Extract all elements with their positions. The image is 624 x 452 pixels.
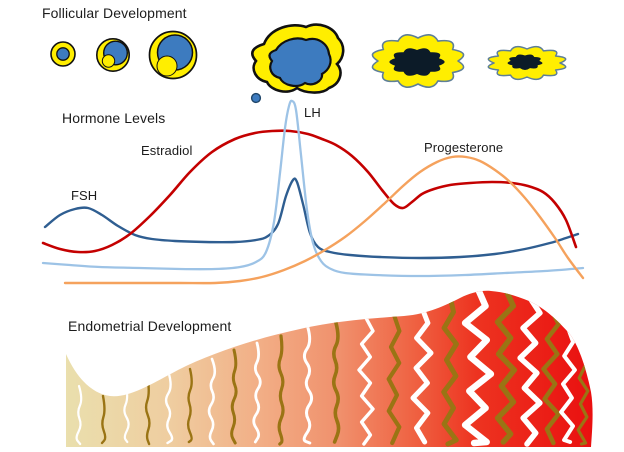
endometrial-vessel-line <box>302 326 314 445</box>
endometrial-gland-line <box>331 321 341 444</box>
fsh-label: FSH <box>71 188 98 203</box>
endometrial-vessel-line <box>357 316 375 446</box>
endometrium-shape <box>66 290 593 447</box>
small-follicle-icon <box>50 41 76 67</box>
endometrial-gland-line <box>186 367 193 444</box>
endometrial-vessel-line <box>410 305 434 445</box>
endometrial-vessel-line <box>164 372 174 445</box>
ovulation-follicle-icon <box>251 23 345 94</box>
mature-follicle-icon <box>148 30 198 80</box>
curve-progesterone <box>63 155 585 285</box>
endometrial-gland-line <box>277 334 285 446</box>
endometrial-gland-line <box>494 290 518 445</box>
endometrial-vessel-line <box>123 383 130 444</box>
endometrial-gland-line <box>230 348 238 445</box>
endometrial-vessel-line <box>559 326 577 444</box>
degenerating-corpus-luteum-icon <box>487 45 567 81</box>
endometrial-vessel-line <box>252 341 262 444</box>
endometrial-gland-line <box>144 378 151 446</box>
growing-follicle-icon <box>96 37 131 73</box>
endometrial-gland-line <box>541 306 561 446</box>
estradiol-label: Estradiol <box>141 143 193 158</box>
follicle-stage-row <box>50 23 567 104</box>
released-oocyte-icon <box>250 92 262 104</box>
endometrial-glands-vessels <box>75 290 590 447</box>
endometrial-vessel-line <box>207 357 217 446</box>
endometrial-vessel-line <box>517 295 543 447</box>
curve-estradiol <box>41 129 578 254</box>
corpus-luteum-icon <box>371 34 465 88</box>
hormone-level-curves <box>41 99 585 285</box>
endometrial-gland-line <box>441 293 459 447</box>
endometrium-illustration <box>66 290 593 447</box>
lh-label: LH <box>304 105 321 120</box>
endometrial-vessel-line <box>75 384 83 446</box>
curve-fsh <box>43 177 580 260</box>
endometrial-development-title: Endometrial Development <box>68 318 232 334</box>
endometrial-gland-line <box>576 350 590 446</box>
curve-lh <box>41 99 585 278</box>
endometrial-gland-line <box>100 394 107 445</box>
hormone-levels-title: Hormone Levels <box>62 110 166 126</box>
endometrial-gland-line <box>386 312 402 446</box>
progesterone-label: Progesterone <box>424 140 504 155</box>
endometrial-vessel-line <box>461 290 495 447</box>
follicular-development-title: Follicular Development <box>42 5 187 21</box>
